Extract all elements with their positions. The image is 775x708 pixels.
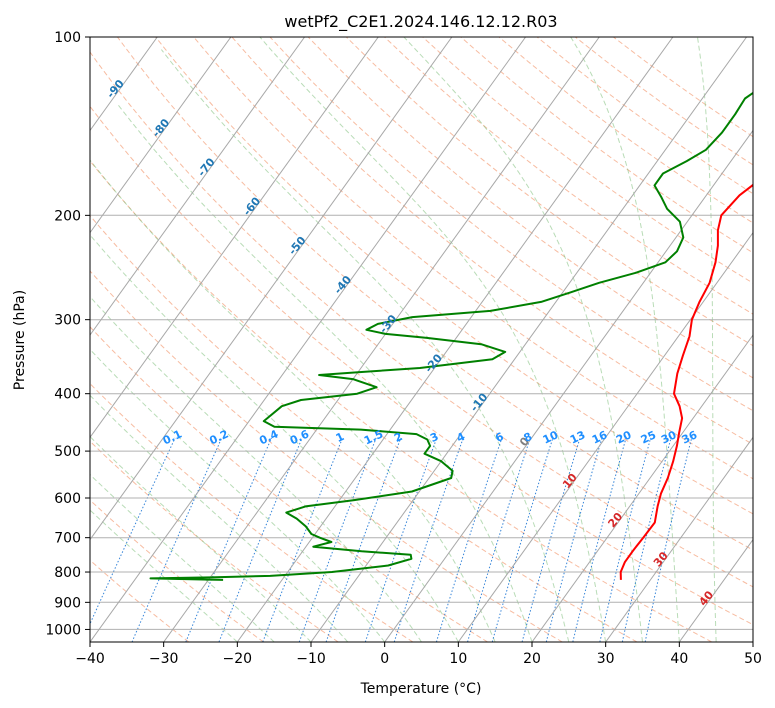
x-tick-label: 10 xyxy=(449,651,467,667)
dry-adiabat-line xyxy=(345,37,753,347)
isotherm-line xyxy=(236,37,674,642)
y-tick-label: 1000 xyxy=(45,622,81,638)
x-axis-label: Temperature (°C) xyxy=(360,681,482,697)
isotherm-line xyxy=(90,37,379,439)
moist-adiabat-line xyxy=(161,49,570,642)
y-axis: 100 200 300 400 500 600 700 800 900 1000 xyxy=(45,30,90,638)
y-tick-label: 100 xyxy=(54,30,81,46)
mixing-ratio-line xyxy=(262,437,344,642)
skewed-isotherms xyxy=(90,37,753,642)
y-tick-label: 700 xyxy=(54,531,81,547)
y-tick-label: 400 xyxy=(54,387,81,403)
mixing-ratio-line xyxy=(491,437,554,642)
mixing-ratio-line xyxy=(599,437,652,642)
moist-adiabat-line xyxy=(90,509,238,642)
moist-adiabat-line xyxy=(117,104,533,642)
mixing-ratio-line xyxy=(621,437,672,642)
isotherm-line xyxy=(605,436,753,642)
y-tick-label: 600 xyxy=(54,491,81,507)
mixing-ratio-label: 36 xyxy=(680,428,700,446)
profile-series xyxy=(149,91,753,581)
dry-adiabat-line xyxy=(90,559,190,642)
y-tick-label: 900 xyxy=(54,595,81,611)
dry-adiabat-line xyxy=(90,214,638,642)
mixing-ratio-label: 13 xyxy=(568,428,587,446)
mixing-ratio-line xyxy=(467,437,531,642)
mixing-ratio-label: 16 xyxy=(590,428,610,446)
x-tick-label: 40 xyxy=(670,651,688,667)
y-tick-label: 500 xyxy=(54,444,81,460)
x-tick-label: −30 xyxy=(149,651,179,667)
plot-area: -100-90-80-70-60-50-40-30-20-10010203040… xyxy=(90,37,753,642)
y-tick-label: 800 xyxy=(54,565,81,581)
isotherm-line xyxy=(90,37,453,541)
mixing-ratio-label: 10 xyxy=(541,428,561,446)
pressure-grid xyxy=(90,37,753,630)
moist-adiabat-line xyxy=(90,348,386,642)
isotherm-line xyxy=(90,37,527,642)
moist-adiabat-line xyxy=(259,37,607,642)
moist-adiabat-line xyxy=(90,234,459,642)
temperature-line xyxy=(619,183,753,580)
x-tick-label: −20 xyxy=(223,651,253,667)
dry-adiabat-line xyxy=(90,440,339,642)
mixing-ratio-line xyxy=(545,437,603,642)
dry-adiabat-line xyxy=(90,105,753,626)
dry-adiabat-line xyxy=(90,270,563,642)
isotherm-line xyxy=(457,231,753,642)
isotherm-line xyxy=(384,129,753,642)
plot-frame xyxy=(89,36,754,643)
mixing-ratio-line xyxy=(435,437,503,642)
isotherm-line xyxy=(163,37,600,642)
mixing-ratio-line xyxy=(90,437,176,626)
isotherm-line xyxy=(90,37,232,234)
x-tick-label: −40 xyxy=(75,651,105,667)
dry-adiabat-line xyxy=(90,382,414,642)
y-axis-label: Pressure (hPa) xyxy=(12,290,28,390)
dry-adiabat-line xyxy=(422,37,753,284)
x-tick-label: 20 xyxy=(523,651,541,667)
mixing-ratio-label: 20 xyxy=(614,428,634,446)
x-axis: −40 −30 −20 −10 0 10 20 30 40 50 xyxy=(75,642,762,667)
mixing-ratio-line xyxy=(218,437,303,642)
dry-adiabat-line xyxy=(90,160,712,642)
moist-adiabat-line xyxy=(697,37,717,642)
chart-title: wetPf2_C2E1.2024.146.12.12.R03 xyxy=(284,12,557,32)
mixing-ratio-label: 25 xyxy=(639,428,658,446)
x-tick-label: 30 xyxy=(597,651,615,667)
mixing-ratio-line xyxy=(298,437,377,642)
x-tick-label: −10 xyxy=(296,651,326,667)
y-tick-label: 300 xyxy=(54,313,81,329)
mixing-ratio-line xyxy=(572,437,627,642)
dry-adiabat-line xyxy=(384,37,753,315)
dry-adiabat-line xyxy=(193,37,753,480)
moist-adiabats xyxy=(90,37,717,642)
dry-adiabat-line xyxy=(231,37,753,445)
x-tick-label: 0 xyxy=(380,651,389,667)
isotherm-line xyxy=(678,538,753,642)
dewpoint-line xyxy=(149,91,753,581)
y-tick-label: 200 xyxy=(54,208,81,224)
isotherm-line xyxy=(310,37,748,642)
mixing-ratio-line xyxy=(644,437,693,642)
isotherm-line xyxy=(90,37,306,336)
isotherm-line xyxy=(531,334,753,642)
dry-adiabat-line xyxy=(90,51,753,588)
moist-adiabat-line xyxy=(90,473,275,642)
mixing-ratio-label: 30 xyxy=(659,428,679,446)
moist-adiabat-line xyxy=(570,37,680,642)
moist-adiabat-line xyxy=(403,37,643,642)
dry-adiabats xyxy=(90,37,753,642)
mixing-ratio-line xyxy=(521,437,581,642)
x-tick-label: 50 xyxy=(744,651,762,667)
